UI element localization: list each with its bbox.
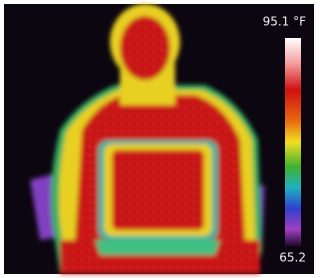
thermal-image: 95.1 °F 65.2 [0,0,318,278]
scale-min-label: 65.2 [279,251,306,265]
scale-max-label: 95.1 °F [263,15,307,29]
page: 95.1 °F 65.2 (() => { const data = JSON.… [0,0,318,278]
color-scale [285,38,301,246]
